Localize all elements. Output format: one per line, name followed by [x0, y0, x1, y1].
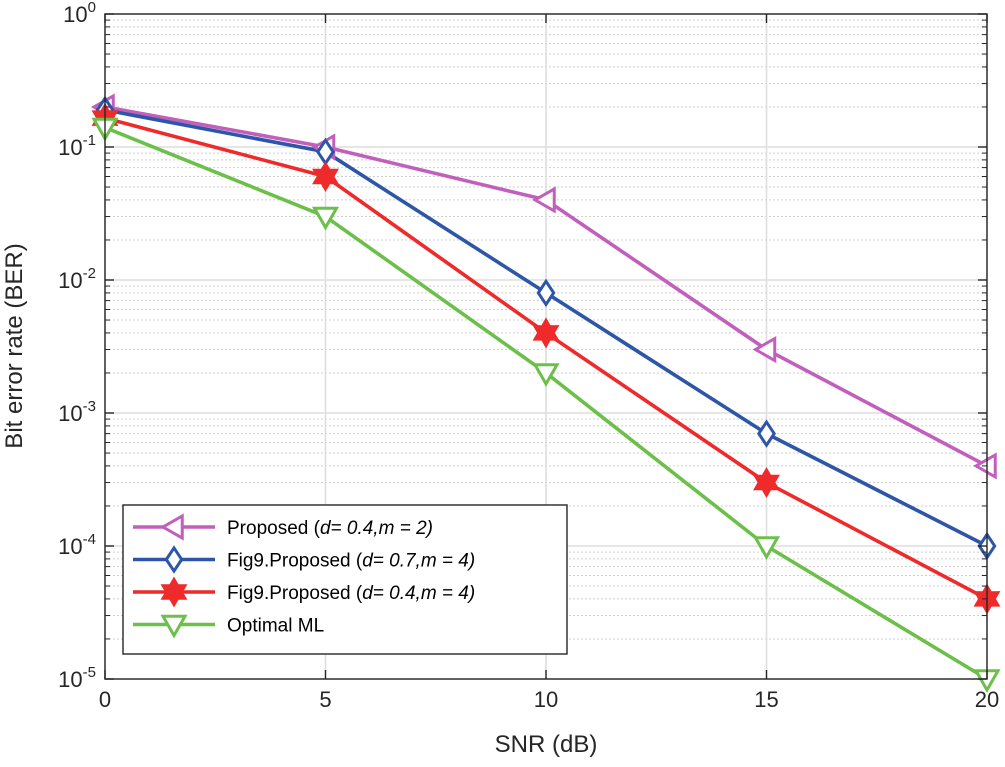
- data-point: [311, 206, 340, 231]
- data-point: [532, 363, 560, 387]
- y-tick-label: 10-3: [58, 398, 96, 426]
- legend-entry-label: Optimal ML: [227, 616, 324, 637]
- y-axis-title: Bit error rate (BER): [1, 243, 28, 448]
- series-markers: [95, 95, 997, 561]
- legend-entry-label: Proposed (d= 0.4,m = 2): [227, 518, 433, 539]
- data-point: [752, 536, 781, 561]
- x-tick-label: 5: [319, 687, 331, 712]
- legend-marker: [160, 576, 188, 608]
- data-point: [312, 161, 339, 193]
- x-tick-label: 10: [534, 687, 558, 712]
- series-markers: [91, 117, 1001, 694]
- y-tick-label: 10-5: [58, 664, 96, 692]
- y-tick-label: 10-1: [58, 132, 96, 160]
- data-point: [752, 335, 777, 364]
- tick-marks: [104, 13, 988, 680]
- x-tick-labels: 0 5 10 15 20: [99, 687, 999, 712]
- data-point: [532, 317, 560, 349]
- legend-marker: [159, 513, 184, 541]
- legend-box: [122, 504, 568, 655]
- legend-entry-label: Fig9.Proposed (d= 0.7,m = 4): [227, 551, 475, 572]
- legend-entry-label: Fig9.Proposed (d= 0.4,m = 4): [227, 583, 475, 604]
- data-point: [756, 419, 777, 448]
- data-point: [531, 186, 556, 214]
- y-tick-label: 100: [63, 0, 96, 27]
- x-tick-label: 0: [99, 687, 111, 712]
- x-axis-title: SNR (dB): [495, 731, 598, 758]
- legend-marker: [160, 614, 188, 639]
- x-tick-label: 15: [754, 687, 778, 712]
- x-tick-label: 20: [975, 687, 999, 712]
- y-tick-label: 10-4: [58, 531, 96, 559]
- y-tick-label: 10-2: [58, 265, 96, 293]
- legend-marker: [164, 545, 184, 574]
- legend: Proposed (d= 0.4,m = 2) Fig9.Proposed (d=…: [122, 504, 568, 655]
- y-tick-labels: 100 10-1 10-2 10-3 10-4 10-5: [58, 0, 96, 692]
- data-point: [753, 467, 780, 499]
- data-point: [536, 278, 556, 308]
